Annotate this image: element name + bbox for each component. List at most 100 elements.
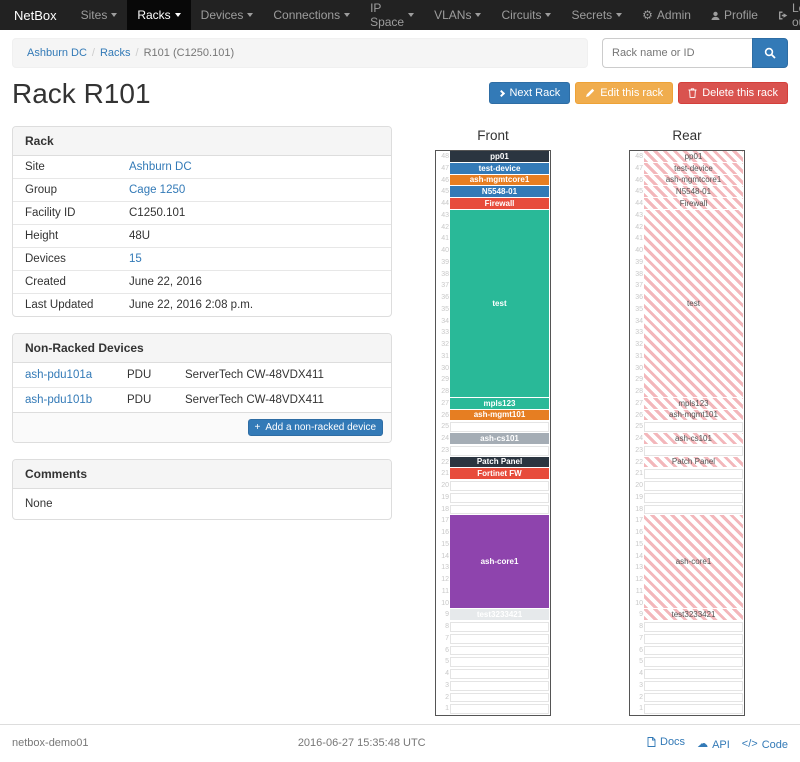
empty-unit-25[interactable] (644, 422, 743, 432)
rack-device-n5548-01[interactable]: N5548-01 (644, 186, 743, 197)
attr-link-group[interactable]: Cage 1250 (129, 184, 186, 196)
empty-unit-18[interactable] (644, 504, 743, 515)
nav-item-admin[interactable]: ⚙ Admin (632, 0, 701, 30)
rack-device-ash-cs101[interactable]: ash-cs101 (450, 433, 549, 444)
rack-device-ash-mgmtcore1[interactable]: ash-mgmtcore1 (644, 174, 743, 186)
nav-item-devices[interactable]: Devices (191, 0, 264, 30)
nav-item-vlans[interactable]: VLANs (424, 0, 491, 30)
app-brand[interactable]: NetBox (14, 7, 57, 23)
logout-icon (778, 11, 788, 20)
unit-number: 13 (635, 564, 643, 572)
rack-device-ash-core1[interactable]: ash-core1 (450, 515, 549, 609)
device-label: test (492, 298, 507, 308)
empty-unit-3[interactable] (450, 680, 549, 691)
unit-number: 22 (635, 458, 643, 466)
empty-unit-2[interactable] (644, 692, 743, 703)
rack-device-test3233421[interactable]: test3233421 (644, 609, 743, 620)
rack-device-ash-core1[interactable]: ash-core1 (644, 515, 743, 609)
next-rack-button[interactable]: Next Rack (489, 82, 571, 104)
unit-number: 4 (445, 670, 449, 677)
empty-unit-4[interactable] (644, 669, 743, 679)
unit-number: 35 (635, 305, 643, 313)
unit-number: 35 (441, 305, 449, 313)
rack-device-mpls123[interactable]: mpls123 (644, 397, 743, 409)
unit-number: 8 (639, 623, 643, 630)
empty-unit-23[interactable] (450, 445, 549, 456)
rack-device-fortinet-fw[interactable]: Fortinet FW (450, 468, 549, 479)
empty-unit-5[interactable] (644, 657, 743, 667)
nav-item-ip-space[interactable]: IP Space (360, 0, 424, 30)
nav-item-profile[interactable]: Profile (701, 0, 768, 30)
add-nonracked-device-button[interactable]: + Add a non-racked device (247, 419, 383, 436)
empty-unit-21[interactable] (644, 469, 743, 479)
empty-unit-1[interactable] (450, 704, 549, 714)
empty-unit-20[interactable] (644, 481, 743, 491)
empty-unit-2[interactable] (450, 692, 549, 703)
empty-unit-19[interactable] (644, 492, 743, 503)
empty-unit-5[interactable] (450, 657, 549, 667)
nav-item-sites[interactable]: Sites (71, 0, 128, 30)
edit-rack-button[interactable]: Edit this rack (575, 82, 674, 104)
rack-device-test[interactable]: test (644, 209, 743, 397)
attr-label: Height (25, 230, 59, 242)
footer-link-code[interactable]: </> Code (742, 739, 788, 751)
footer-hostname: netbox-demo01 (12, 737, 89, 750)
rack-device-n5548-01[interactable]: N5548-01 (450, 186, 549, 197)
nav-item-log-out[interactable]: Log out (768, 0, 800, 30)
unit-number: 31 (635, 352, 643, 360)
footer-link-api[interactable]: ☁ API (697, 739, 730, 751)
breadcrumb-item-ashburn-dc[interactable]: Ashburn DC (27, 47, 87, 59)
empty-unit-8[interactable] (644, 622, 743, 632)
unit-number: 43 (635, 211, 643, 219)
rack-device-test3233421[interactable]: test3233421 (450, 609, 549, 620)
plus-icon: + (254, 422, 261, 433)
empty-unit-23[interactable] (644, 445, 743, 456)
unit-number: 14 (441, 552, 449, 560)
empty-unit-1[interactable] (644, 704, 743, 714)
empty-unit-4[interactable] (450, 669, 549, 679)
device-link-ash-pdu101b[interactable]: ash-pdu101b (25, 394, 93, 406)
rack-device-patch-panel[interactable]: Patch Panel (644, 456, 743, 468)
rack-device-mpls123[interactable]: mpls123 (450, 397, 549, 409)
rack-device-ash-mgmt101[interactable]: ash-mgmt101 (450, 409, 549, 421)
rack-device-test-device[interactable]: test-device (450, 162, 549, 174)
empty-unit-8[interactable] (450, 622, 549, 632)
empty-unit-6[interactable] (450, 645, 549, 656)
nav-item-label: Racks (137, 8, 171, 22)
empty-unit-7[interactable] (450, 633, 549, 644)
unit-number: 38 (635, 270, 643, 278)
rack-device-test-device[interactable]: test-device (644, 162, 743, 174)
rack-device-ash-mgmtcore1[interactable]: ash-mgmtcore1 (450, 174, 549, 186)
breadcrumb-item-racks[interactable]: Racks (99, 47, 131, 59)
device-link-ash-pdu101a[interactable]: ash-pdu101a (25, 369, 93, 381)
rack-device-pp01[interactable]: pp01 (644, 151, 743, 162)
nav-item-secrets[interactable]: Secrets (561, 0, 632, 30)
search-input[interactable] (602, 38, 752, 68)
rack-device-ash-mgmt101[interactable]: ash-mgmt101 (644, 409, 743, 421)
empty-unit-3[interactable] (644, 680, 743, 691)
rack-device-firewall[interactable]: Firewall (450, 198, 549, 209)
rack-attr-row: Group Cage 1250 (13, 178, 391, 201)
rack-device-firewall[interactable]: Firewall (644, 198, 743, 209)
search-icon (764, 47, 776, 59)
nav-item-circuits[interactable]: Circuits (491, 0, 561, 30)
nav-item-racks[interactable]: Racks (127, 0, 191, 30)
empty-unit-18[interactable] (450, 504, 549, 515)
device-label: ash-cs101 (480, 433, 519, 443)
attr-link-site[interactable]: Ashburn DC (129, 161, 192, 173)
empty-unit-20[interactable] (450, 481, 549, 491)
search-button[interactable] (752, 38, 788, 68)
rack-device-test[interactable]: test (450, 209, 549, 397)
attr-value-group: Cage 1250 (125, 179, 391, 201)
empty-unit-19[interactable] (450, 492, 549, 503)
empty-unit-25[interactable] (450, 422, 549, 432)
nav-item-connections[interactable]: Connections (263, 0, 360, 30)
rack-device-pp01[interactable]: pp01 (450, 151, 549, 162)
rack-device-ash-cs101[interactable]: ash-cs101 (644, 433, 743, 444)
empty-unit-7[interactable] (644, 633, 743, 644)
footer-link-docs[interactable]: Docs (647, 736, 685, 748)
delete-rack-button[interactable]: Delete this rack (678, 82, 788, 104)
empty-unit-6[interactable] (644, 645, 743, 656)
attr-link-devices[interactable]: 15 (129, 253, 142, 265)
rack-device-patch-panel[interactable]: Patch Panel (450, 456, 549, 468)
